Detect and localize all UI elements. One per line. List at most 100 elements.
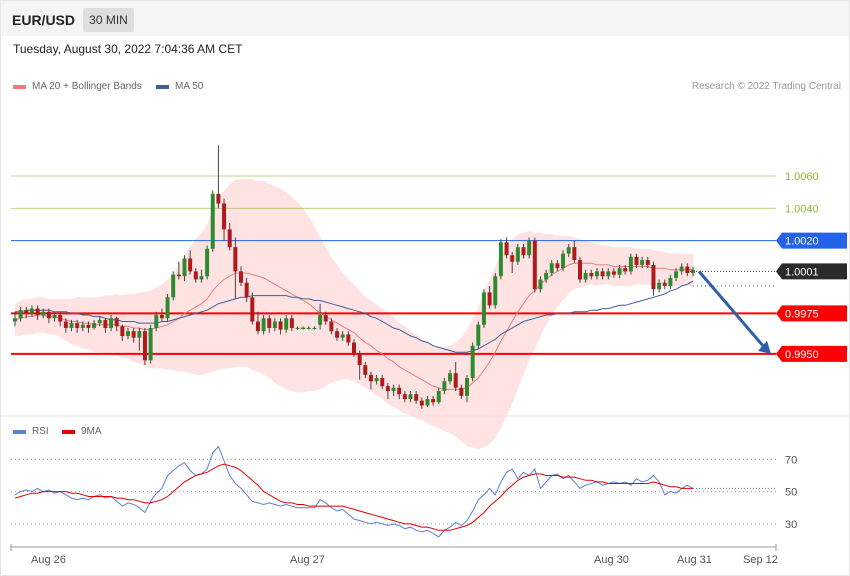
level-label-pivot: 1.0020 [785,236,819,248]
candle-body [521,247,526,256]
level-labels: 1.0060 1.0040 1.0020 0.9975 0.9950 1.0001 [697,171,847,362]
time-axis-label: Aug 31 [677,554,712,566]
candle-body [544,273,549,280]
candle-body [340,334,345,338]
candle-body [114,318,119,327]
candle-body [295,327,300,329]
rsi-swatch [13,429,26,434]
rsi-legend-label: RSI [32,426,49,437]
candle-body [594,271,599,277]
candle-body [374,378,379,382]
candle-body [352,342,356,354]
candle-body [154,315,159,328]
candle-body [75,323,80,328]
rsi-panel: 70 50 30 [11,445,797,538]
candle-body [465,378,469,396]
forecast-arrow-head [758,340,771,354]
candle-body [29,308,34,314]
candle-body [103,319,108,328]
candle-body [306,327,311,329]
candle-body [408,394,413,400]
time-axis-label: Aug 26 [31,554,66,566]
candle-body [35,308,40,316]
candle-body [538,279,543,290]
candle-body [97,319,102,324]
candle-body [436,390,441,403]
ma20-swatch [13,84,26,89]
candle-body [527,240,532,256]
candle-body [385,386,390,391]
candle-body [188,258,193,272]
candle-body [210,193,215,249]
ma50-legend: MA 50 [156,81,203,92]
candle-body [448,373,453,382]
candle-body [272,321,277,328]
title-bar: EUR/USD 30 MIN [1,1,849,36]
candle-body [142,331,147,361]
candle-body [176,274,181,277]
timeframe-button[interactable]: 30 MIN [83,8,134,32]
ma20-legend-label: MA 20 + Bollinger Bands [32,81,142,92]
ma9-swatch [62,429,75,434]
ma20-legend: MA 20 + Bollinger Bands [13,81,142,92]
candle-body [425,399,430,406]
candle-body [148,327,153,361]
candles [13,145,695,409]
candle-body [391,387,396,391]
candle-body [380,378,385,387]
candle-body [583,273,588,280]
candle-body [239,271,243,283]
candle-body [323,315,328,322]
level-tag-support [776,345,847,362]
rsi-legend: RSI [13,426,49,437]
candle-body [267,318,272,328]
rsi-ma-line [14,463,693,531]
candle-body [357,353,362,366]
candle-body [634,256,639,265]
candle-body [312,327,317,329]
candle-body [120,326,125,337]
rsi-tick-label: 70 [785,454,797,466]
candle-body [611,271,616,275]
time-axis-label: Sep 12 [743,554,778,566]
candle-body [397,387,402,395]
candle-body [216,193,221,204]
candle-body [685,266,690,274]
candle-body [679,266,684,272]
time-axis-label: Aug 27 [290,554,325,566]
ma50-legend-label: MA 50 [175,81,204,92]
current-price-label: 1.0001 [785,266,819,278]
rsi-tick-label: 30 [785,519,797,531]
candle-body [255,321,260,332]
candle-body [549,263,554,274]
candle-body [205,248,210,277]
candle-body [640,260,645,265]
candle-body [171,274,176,298]
candle-body [402,394,407,400]
candle-body [628,256,633,272]
candle-body [668,277,673,286]
candle-body [233,247,238,272]
candle-body [199,276,204,280]
candle-body [58,315,63,322]
candle-body [510,255,515,262]
candle-body [18,310,23,319]
candle-body [368,374,373,382]
candle-body [657,282,662,290]
forecast-arrow-line [697,270,765,347]
candle-body [278,321,283,330]
ma50-swatch [156,84,169,89]
ma9-legend: 9MA [62,426,102,437]
candle-body [13,318,17,322]
candle-body [126,331,130,337]
candle-body [498,242,503,277]
candle-body [572,247,577,261]
candle-body [561,253,566,269]
candle-body [165,297,170,319]
candle-body [651,264,656,290]
candle-body [318,315,323,325]
candle-body [674,271,679,278]
candle-body [481,292,486,325]
candle-body [159,315,164,319]
